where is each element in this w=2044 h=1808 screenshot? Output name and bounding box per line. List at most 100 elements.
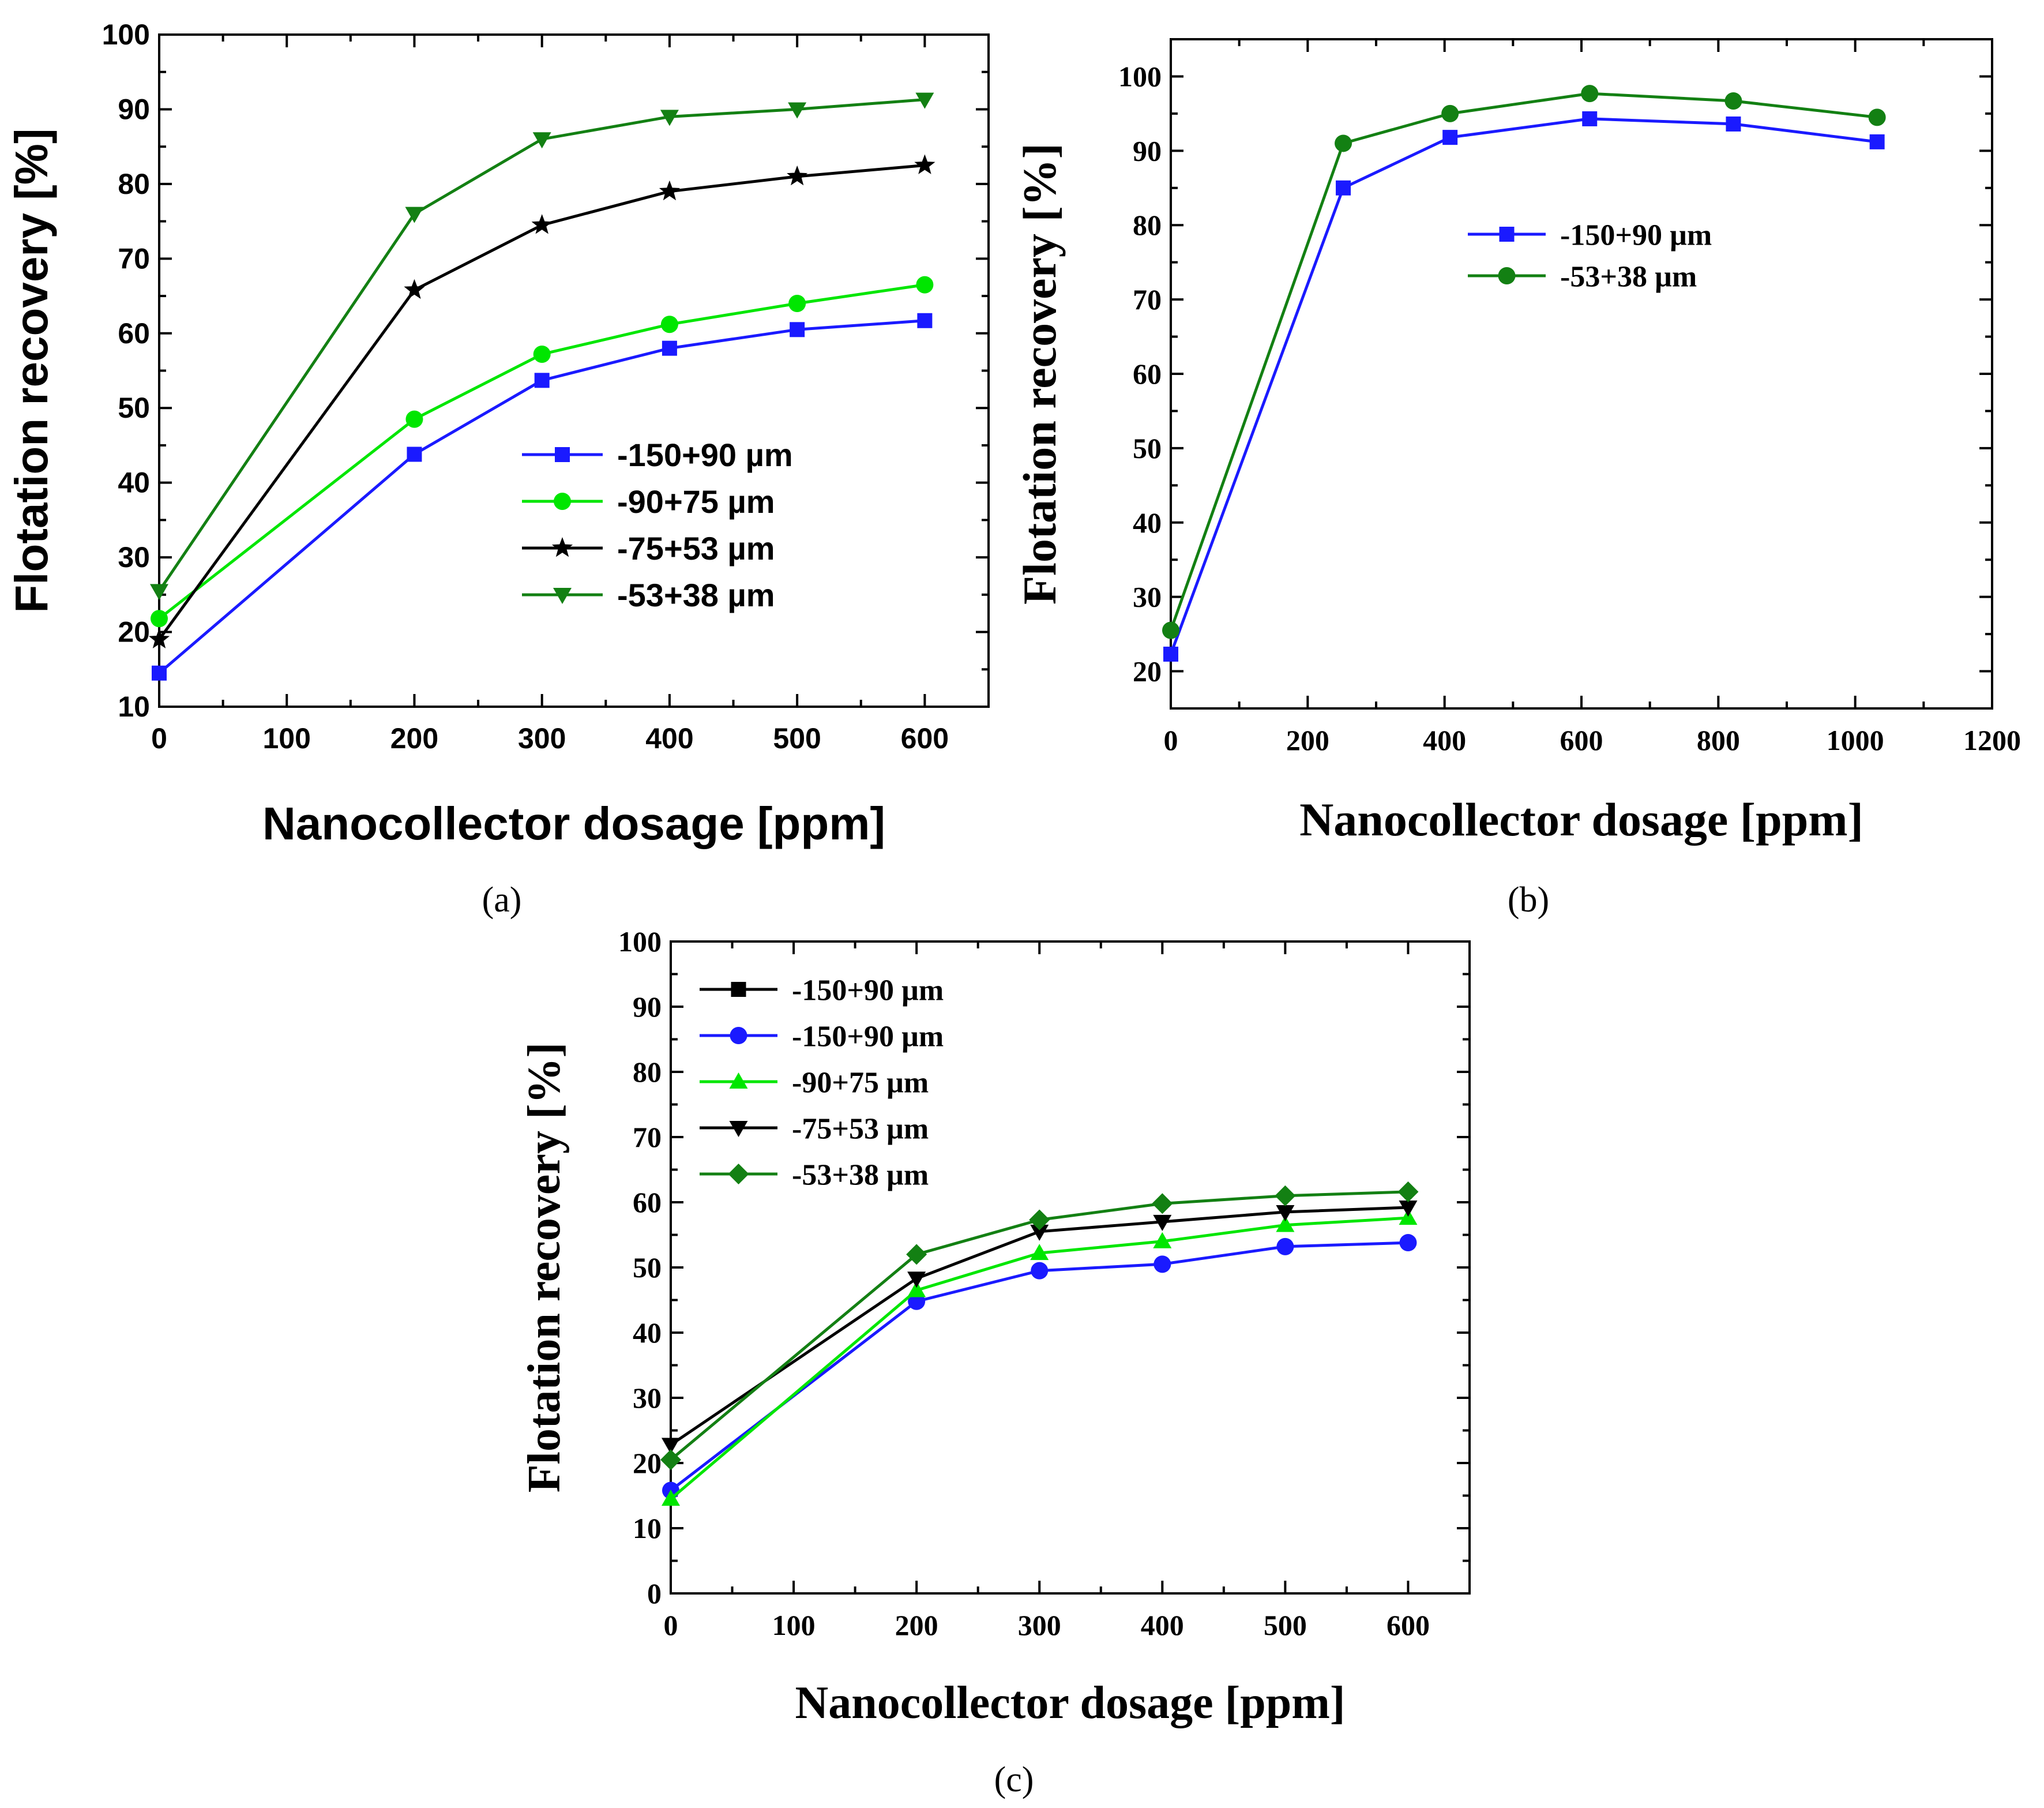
data-point <box>1030 1244 1049 1261</box>
x-tick-label: 0 <box>151 722 167 755</box>
data-point <box>787 165 808 186</box>
y-tick-label: 100 <box>618 925 662 958</box>
legend: -150+90 µm -90+75 µm -75+53 µm -53+38 µm <box>522 437 793 613</box>
legend-label: -53+38 µm <box>792 1159 929 1192</box>
data-point <box>150 584 168 601</box>
legend-item: -150+90 µm <box>700 1021 944 1053</box>
data-point <box>148 628 170 648</box>
panel-label: (b) <box>1508 880 1549 920</box>
data-point <box>1152 1193 1173 1214</box>
data-point <box>151 610 168 628</box>
x-tick-label: 100 <box>263 722 311 755</box>
y-axis-label: Flotation recovery [%] <box>519 1042 570 1492</box>
y-tick-label: 50 <box>633 1251 662 1284</box>
data-point <box>1335 134 1352 152</box>
data-point <box>1153 1214 1172 1231</box>
data-point <box>1029 1209 1050 1231</box>
x-tick-label: 500 <box>1264 1609 1307 1641</box>
legend-label: -90+75 µm <box>617 483 775 520</box>
data-point <box>915 92 934 109</box>
series-1 <box>1162 85 1886 639</box>
x-axis-label: Nanocollector dosage [ppm] <box>262 798 885 849</box>
data-point <box>1153 1255 1171 1273</box>
legend-marker <box>729 1072 748 1089</box>
legend-marker <box>1498 267 1516 284</box>
x-tick-label: 300 <box>1018 1609 1061 1641</box>
x-tick-label: 400 <box>1141 1609 1184 1641</box>
series-1 <box>662 1234 1417 1499</box>
legend-label: -150+90 µm <box>792 1021 944 1053</box>
y-tick-label: 80 <box>1133 209 1162 241</box>
legend-item: -150+90 µm <box>1468 219 1712 252</box>
data-point <box>1336 180 1351 196</box>
x-tick-label: 0 <box>1164 724 1178 756</box>
legend-label: -90+75 µm <box>792 1067 929 1100</box>
series-4 <box>660 1181 1419 1471</box>
y-axis-label: Flotation recovery [%] <box>6 128 57 613</box>
x-tick-label: 800 <box>1697 724 1740 756</box>
y-tick-label: 40 <box>1133 507 1162 539</box>
legend-marker <box>731 982 746 997</box>
chart-panel-c: 0 100 200 300 400 500 600 0 10 20 30 40 50 60 70 80 90 10… <box>519 925 1471 1728</box>
data-point <box>662 1490 680 1506</box>
data-point <box>152 665 167 681</box>
legend-label: -75+53 µm <box>617 530 775 567</box>
data-point <box>662 340 677 356</box>
data-point <box>659 180 680 201</box>
data-point <box>1030 1224 1049 1241</box>
x-tick-label: 600 <box>901 722 949 755</box>
data-point <box>1581 85 1599 103</box>
x-axis-label: Nanocollector dosage [ppm] <box>795 1678 1346 1728</box>
data-point <box>1442 130 1458 145</box>
legend-label: -53+38 µm <box>617 577 775 613</box>
x-tick-label: 100 <box>772 1609 816 1641</box>
series-line <box>157 164 925 640</box>
x-tick-label: 400 <box>1423 724 1466 756</box>
legend-label: -75+53 µm <box>792 1113 929 1146</box>
data-point <box>1724 92 1742 110</box>
y-tick-label: 90 <box>118 93 150 125</box>
data-point <box>405 207 424 223</box>
y-tick-label: 10 <box>118 691 150 723</box>
series-line <box>670 1241 1408 1492</box>
data-point <box>788 102 807 119</box>
data-point <box>914 154 935 174</box>
data-point <box>1726 116 1741 132</box>
data-point <box>1868 108 1886 126</box>
legend: -150+90 µm -150+90 µm -90+75 µm -75+53 µm -5… <box>700 974 944 1192</box>
legend-marker <box>728 1164 749 1184</box>
data-point <box>916 276 934 294</box>
panel-label: (a) <box>482 880 522 920</box>
series-2 <box>148 154 935 648</box>
y-tick-label: 80 <box>633 1056 662 1088</box>
legend-label: -150+90 µm <box>617 437 793 473</box>
y-axis-label: Flotation recovery [%] <box>1013 143 1066 605</box>
series-3 <box>150 92 934 601</box>
y-tick-label: 90 <box>1133 134 1162 167</box>
data-point <box>405 410 423 428</box>
data-point <box>1276 1237 1294 1255</box>
series-line <box>670 1190 1408 1461</box>
series-3 <box>662 1201 1418 1454</box>
series-0 <box>1163 111 1885 662</box>
legend-label: -150+90 µm <box>1560 219 1712 252</box>
y-tick-label: 80 <box>118 168 150 200</box>
legend-item: -150+90 µm <box>522 437 793 473</box>
legend-marker <box>551 537 573 557</box>
legend-marker <box>730 1027 747 1044</box>
series-2 <box>662 1209 1418 1506</box>
series-line <box>1169 92 1877 631</box>
data-point <box>1582 111 1598 126</box>
legend-marker <box>555 447 570 462</box>
y-tick-label: 40 <box>633 1316 662 1349</box>
data-point <box>1163 646 1178 662</box>
y-tick-label: 60 <box>118 317 150 350</box>
data-point <box>662 1438 680 1454</box>
data-point <box>404 279 425 299</box>
y-tick-label: 30 <box>1133 581 1162 613</box>
x-tick-label: 200 <box>1286 724 1329 756</box>
legend-item: -90+75 µm <box>522 483 775 520</box>
y-tick-label: 70 <box>118 242 150 275</box>
y-tick-label: 0 <box>647 1577 662 1610</box>
